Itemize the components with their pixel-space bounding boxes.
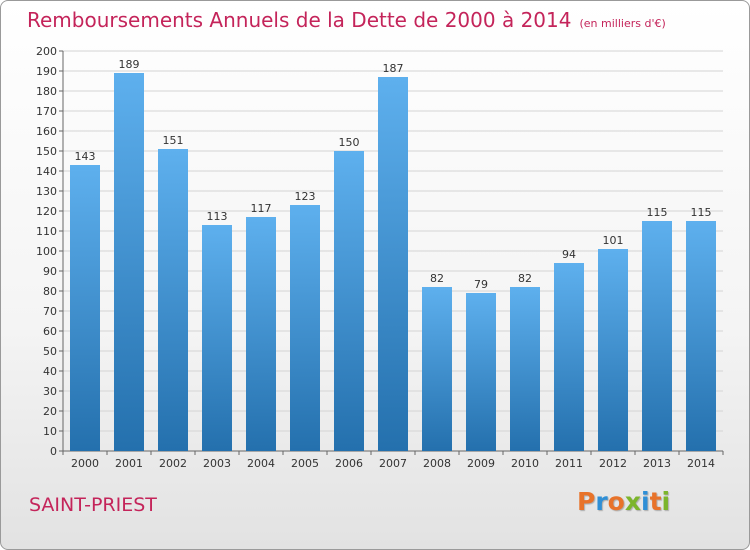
bar: [70, 165, 100, 451]
x-tick-label: 2011: [555, 457, 583, 470]
x-tick-label: 2013: [643, 457, 671, 470]
data-label: 143: [75, 150, 96, 163]
y-tick-label: 110: [36, 225, 57, 238]
bar: [158, 149, 188, 451]
logo-letter: P: [577, 487, 596, 516]
bar: [290, 205, 320, 451]
bar: [422, 287, 452, 451]
data-label: 150: [339, 136, 360, 149]
y-tick-label: 10: [43, 425, 57, 438]
y-tick-label: 80: [43, 285, 57, 298]
x-tick-label: 2014: [687, 457, 715, 470]
data-label: 82: [430, 272, 444, 285]
data-label: 187: [383, 62, 404, 75]
logo-letter: x: [624, 487, 641, 516]
y-tick-label: 120: [36, 205, 57, 218]
x-tick-label: 2004: [247, 457, 275, 470]
bar-layer: [70, 73, 716, 451]
bar: [114, 73, 144, 451]
data-label: 79: [474, 278, 488, 291]
bar: [510, 287, 540, 451]
x-tick-label: 2007: [379, 457, 407, 470]
data-label: 101: [603, 234, 624, 247]
x-tick-label: 2008: [423, 457, 451, 470]
bar: [378, 77, 408, 451]
logo-letter: r: [595, 487, 608, 516]
data-label: 189: [119, 58, 140, 71]
chart-title: Remboursements Annuels de la Dette de 20…: [27, 8, 666, 32]
data-label: 115: [647, 206, 668, 219]
chart-title-text: Remboursements Annuels de la Dette de 20…: [27, 8, 572, 32]
x-tick-label: 2006: [335, 457, 363, 470]
y-tick-label: 180: [36, 85, 57, 98]
chart-subtitle: (en milliers d'€): [579, 17, 666, 30]
y-tick-label: 140: [36, 165, 57, 178]
y-tick-label: 100: [36, 245, 57, 258]
bar: [246, 217, 276, 451]
x-tick-label: 2005: [291, 457, 319, 470]
bar: [202, 225, 232, 451]
x-tick-label: 2000: [71, 457, 99, 470]
proxiti-logo: Proxiti: [577, 487, 670, 516]
y-tick-label: 130: [36, 185, 57, 198]
label-layer: 143 189 151 113 117 123 150 187 82 79 82 94 101 115 11…: [75, 58, 712, 291]
bar: [334, 151, 364, 451]
y-tick-label: 0: [50, 445, 57, 458]
x-tick-label: 2010: [511, 457, 539, 470]
logo-letter: i: [641, 487, 650, 516]
y-tick-label: 40: [43, 365, 57, 378]
y-tick-label: 70: [43, 305, 57, 318]
bar: [642, 221, 672, 451]
y-tick-label: 50: [43, 345, 57, 358]
y-tick-label: 170: [36, 105, 57, 118]
y-tick-label: 60: [43, 325, 57, 338]
y-tick-label: 150: [36, 145, 57, 158]
data-label: 82: [518, 272, 532, 285]
data-label: 151: [163, 134, 184, 147]
y-tick-label: 190: [36, 65, 57, 78]
data-label: 115: [691, 206, 712, 219]
x-tick-label: 2003: [203, 457, 231, 470]
x-tick-label: 2002: [159, 457, 187, 470]
data-label: 94: [562, 248, 576, 261]
y-tick-label: 90: [43, 265, 57, 278]
bar: [598, 249, 628, 451]
logo-letter: i: [661, 487, 671, 516]
bar: [554, 263, 584, 451]
y-tick-label: 20: [43, 405, 57, 418]
bar: [686, 221, 716, 451]
data-label: 113: [207, 210, 228, 223]
logo-letter: o: [607, 487, 625, 516]
data-label: 117: [251, 202, 272, 215]
logo-letter: t: [649, 487, 662, 516]
x-tick-label: 2001: [115, 457, 143, 470]
y-tick-label: 30: [43, 385, 57, 398]
bar: [466, 293, 496, 451]
commune-name: SAINT-PRIEST: [29, 494, 157, 516]
y-tick-label: 160: [36, 125, 57, 138]
x-tick-label: 2009: [467, 457, 495, 470]
x-tick-label: 2012: [599, 457, 627, 470]
axis-layer: 0 10 20 30 40 50 60 70 80 90 100 110 120 130 140 150 160…: [36, 45, 724, 470]
data-label: 123: [295, 190, 316, 203]
y-tick-label: 200: [36, 45, 57, 58]
